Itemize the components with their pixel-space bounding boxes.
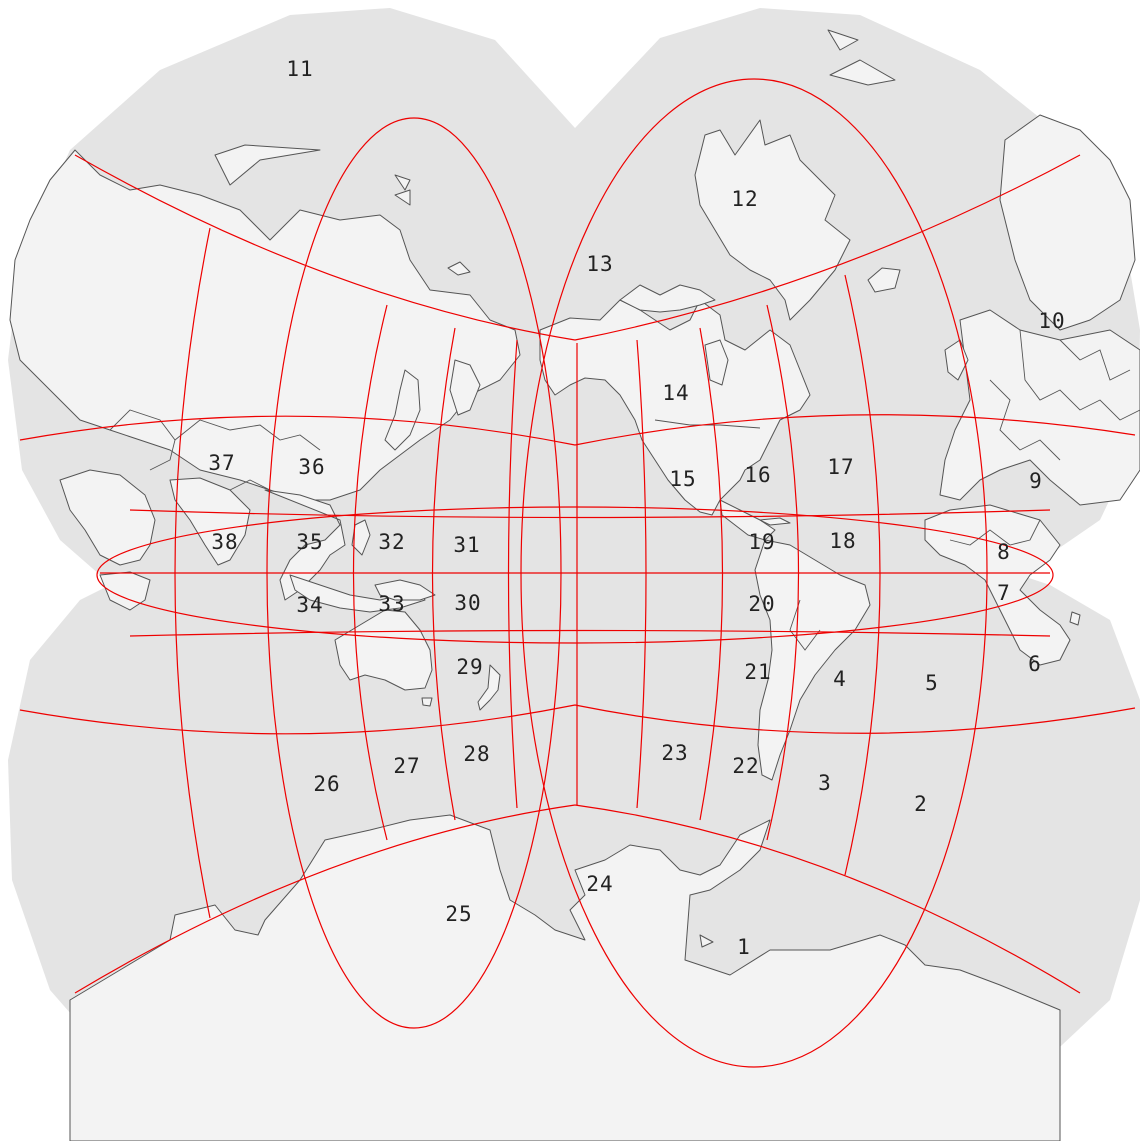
grid-meridian-w3 — [431, 327, 456, 821]
zone-label: 9 — [1029, 469, 1043, 493]
grid-lat-north-15 — [129, 509, 1051, 519]
indonesia — [289, 574, 426, 613]
new-zealand — [477, 664, 501, 711]
madagascar — [1069, 611, 1081, 626]
india — [169, 477, 251, 566]
zone-label: 32 — [378, 530, 405, 554]
caribbean-islands — [759, 517, 791, 526]
country-borders — [109, 329, 1140, 651]
grid-meridian-e2 — [699, 327, 724, 821]
grid-arc-south-west — [74, 804, 576, 994]
scandinavia — [999, 114, 1136, 331]
svalbard — [827, 29, 896, 86]
zone-label: 38 — [211, 530, 238, 554]
antarctica — [69, 814, 1061, 1141]
zone-label: 11 — [286, 57, 313, 81]
europe — [939, 309, 1140, 506]
zone-label: 4 — [833, 667, 847, 691]
zone-label: 28 — [463, 742, 490, 766]
antarctic-island — [699, 934, 714, 948]
new-guinea — [374, 579, 436, 601]
zone-label: 7 — [997, 581, 1011, 605]
grid-arc-north-west — [74, 154, 576, 341]
africa — [924, 504, 1071, 666]
zone-label: 37 — [208, 451, 235, 475]
south-america — [754, 539, 871, 781]
zone-label: 13 — [586, 252, 613, 276]
zone-label: 20 — [748, 592, 775, 616]
grid-meridian-w2 — [352, 304, 388, 841]
zone-label: 15 — [669, 467, 696, 491]
zone-label: 23 — [661, 741, 688, 765]
zone-label: 5 — [925, 671, 939, 695]
hudson-bay-shore — [704, 339, 729, 386]
zone-label: 30 — [454, 591, 481, 615]
tasmania — [421, 697, 433, 707]
grid-lat-north-35 — [19, 414, 1136, 446]
zone-grid — [19, 78, 1136, 1068]
grid-meridian-e4 — [844, 274, 881, 876]
kamchatka — [449, 359, 481, 416]
grid-lat-south-15 — [129, 629, 1051, 637]
zone-label: 25 — [445, 902, 472, 926]
zone-label: 17 — [827, 455, 854, 479]
zone-label: 35 — [296, 530, 323, 554]
grid-meridian-e1 — [636, 339, 647, 809]
zone-label: 26 — [313, 772, 340, 796]
zone-label: 27 — [393, 754, 420, 778]
arabia-middle-east — [59, 469, 156, 566]
canadian-archipelago — [619, 284, 716, 313]
zone-label: 19 — [748, 530, 775, 554]
grid-lat-south-35 — [19, 704, 1136, 735]
zone-label: 10 — [1038, 309, 1065, 333]
zone-label: 1 — [737, 935, 751, 959]
zone-label: 21 — [744, 660, 771, 684]
grid-arc-south-east — [574, 804, 1081, 994]
arctic-islands — [214, 144, 471, 276]
greenland — [694, 119, 851, 321]
grid-meridian-e3 — [766, 304, 800, 841]
north-america — [539, 299, 811, 516]
philippines — [351, 519, 371, 556]
zone-labels: 1 2 3 4 5 6 7 8 9 10 11 12 13 14 15 16 1… — [208, 57, 1065, 959]
zone-label: 31 — [453, 533, 480, 557]
zone-label: 18 — [829, 529, 856, 553]
grid-meridian-w4 — [507, 339, 518, 809]
zone-label: 6 — [1028, 652, 1042, 676]
australia — [334, 609, 433, 691]
iceland — [867, 267, 901, 293]
zone-label: 14 — [662, 381, 689, 405]
zone-label: 33 — [378, 592, 405, 616]
zone-label: 16 — [744, 463, 771, 487]
zone-label: 12 — [731, 187, 758, 211]
zone-label: 22 — [732, 754, 759, 778]
grid-ellipse-band — [96, 506, 1054, 644]
zone-label: 29 — [456, 655, 483, 679]
zone-label: 36 — [298, 455, 325, 479]
grid-meridian-w1 — [174, 227, 211, 919]
japan — [384, 369, 421, 451]
zone-label: 24 — [586, 872, 613, 896]
zone-label: 3 — [818, 771, 832, 795]
zone-label: 2 — [914, 792, 928, 816]
grid-arc-north-east — [574, 154, 1081, 341]
horn-of-africa — [99, 571, 151, 611]
zone-label: 8 — [997, 540, 1011, 564]
zone-label: 34 — [296, 593, 323, 617]
